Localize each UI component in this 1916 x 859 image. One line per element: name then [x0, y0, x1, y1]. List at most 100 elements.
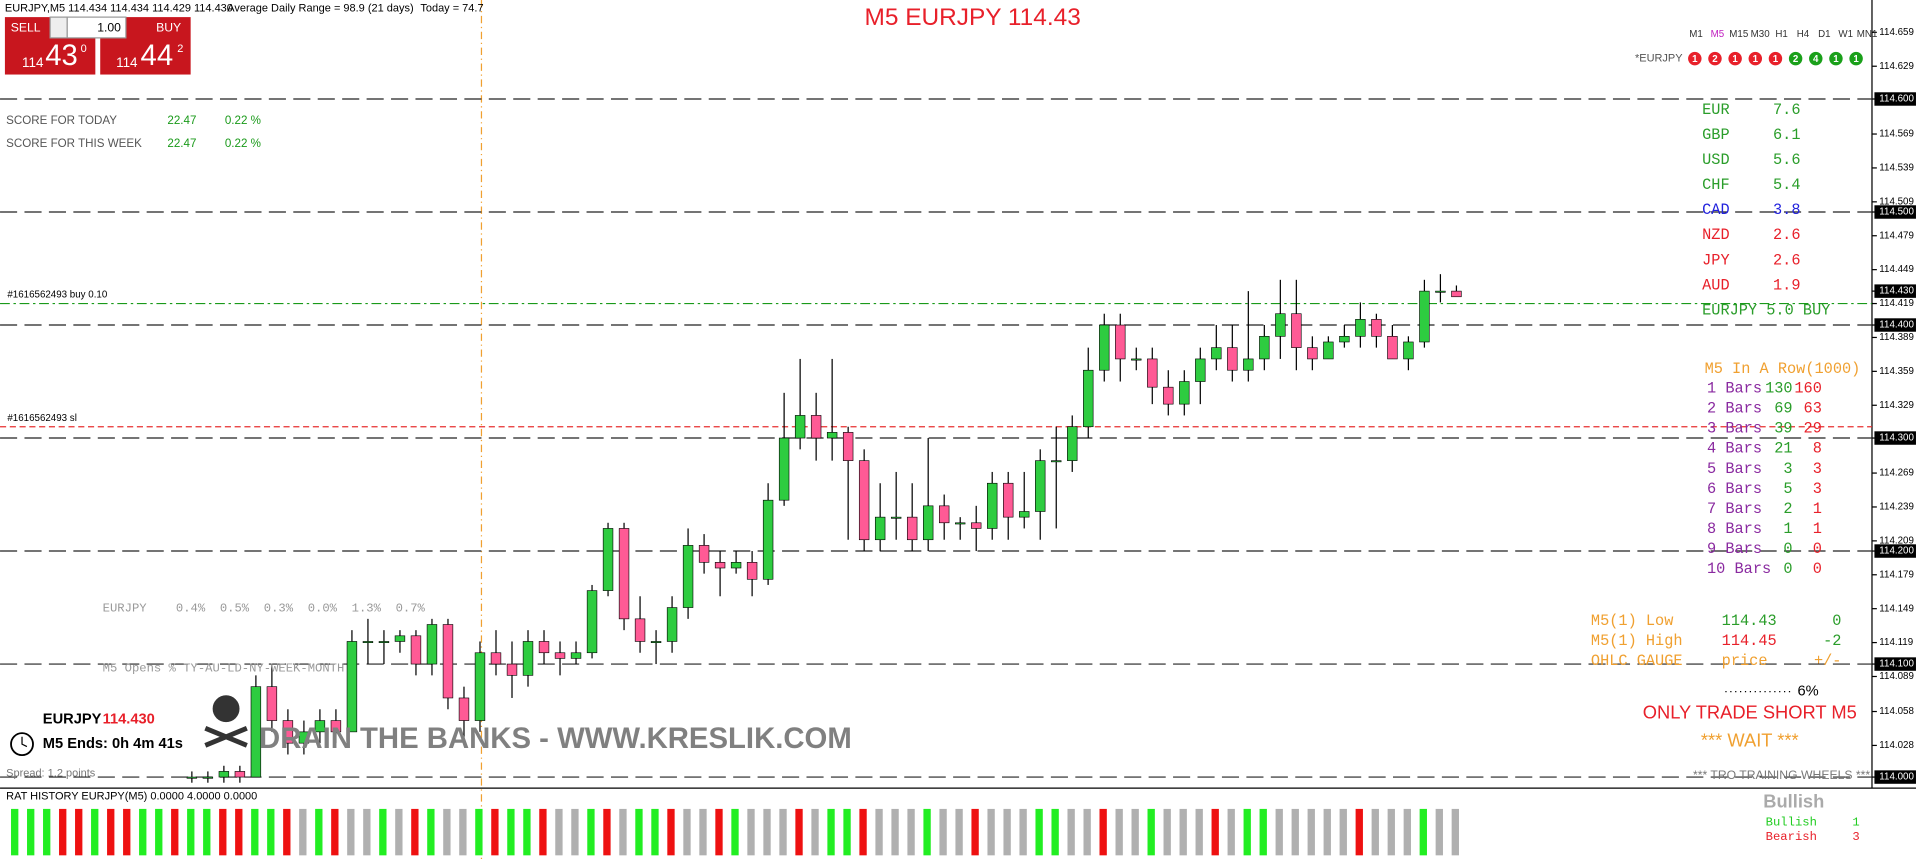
- strength-name: CHF: [1702, 176, 1729, 194]
- y-tick-label: 114.629: [1879, 61, 1914, 72]
- rat-bar: [1147, 808, 1155, 856]
- rat-bar: [1195, 808, 1203, 856]
- row-cell: 0: [1783, 540, 1792, 558]
- strength-name: CAD: [1702, 201, 1729, 219]
- candle-body: [202, 776, 214, 779]
- candle-body: [1147, 358, 1158, 388]
- lot-input[interactable]: [66, 16, 127, 39]
- score-cell: 0.22 %: [225, 114, 261, 127]
- candle-body: [1259, 336, 1270, 360]
- y-tick-label: 114.209: [1879, 535, 1914, 546]
- strength-name: EUR: [1702, 101, 1729, 119]
- candle-body: [490, 652, 502, 665]
- spread: Spread: 1.2 points: [6, 767, 96, 779]
- candle-body: [1131, 358, 1142, 361]
- row-cell: 2 Bars: [1707, 400, 1762, 418]
- y-tick-label: 114.500: [1879, 207, 1914, 218]
- tf-signal: [1728, 51, 1742, 66]
- row-cell: 1: [1783, 520, 1792, 538]
- lots[interactable]: 1.00: [97, 20, 121, 34]
- row-cell: 5 Bars: [1707, 460, 1762, 478]
- y-tick-label: 114.000: [1879, 772, 1914, 783]
- buy-label[interactable]: BUY: [156, 20, 181, 34]
- score-cell: SCORE FOR TODAY: [6, 114, 117, 127]
- row-cell: 8: [1813, 440, 1822, 458]
- candle-body: [698, 545, 710, 563]
- rat-bar: [491, 808, 499, 856]
- tf-signal: [1849, 51, 1863, 66]
- rat-bar: [331, 808, 339, 856]
- candle-body: [426, 624, 438, 665]
- rat-bar: [443, 808, 451, 856]
- gauge-cell: 114.43: [1722, 612, 1777, 630]
- tf-label: MN1: [1857, 29, 1878, 40]
- rat-bar: [219, 808, 227, 856]
- rat-bar: [731, 808, 739, 856]
- y-tick-label: 114.449: [1879, 264, 1914, 275]
- y-tick-label: 114.400: [1879, 320, 1914, 331]
- rat-title: RAT HISTORY EURJPY(M5) 0.0000 4.0000 0.0…: [6, 791, 257, 803]
- candle-body: [746, 562, 758, 580]
- candle-body: [218, 771, 230, 778]
- candle-body: [1003, 482, 1014, 518]
- chart-title: M5 EURJPY 114.43: [865, 4, 1081, 31]
- buy-frac: 2: [177, 43, 183, 55]
- row-title: M5 In A Row(1000): [1705, 360, 1861, 378]
- row-cell: 0: [1783, 560, 1792, 578]
- adr: Average Daily Range = 98.9 (21 days): [227, 2, 413, 14]
- candle-body: [378, 641, 390, 643]
- tf-signal-label: 2: [1712, 54, 1718, 65]
- rat-bar: [1259, 808, 1267, 856]
- rat-bar: [907, 808, 915, 856]
- strength-value: 3.8: [1773, 201, 1800, 219]
- candle-body: [554, 652, 566, 659]
- gauge-cell: M5(1) Low: [1591, 612, 1673, 630]
- tf-signal: [1688, 51, 1702, 66]
- rat-bar: [875, 808, 883, 856]
- rat-bar: [555, 808, 563, 856]
- score-cell: SCORE FOR THIS WEEK: [6, 137, 142, 150]
- candle-body: [1051, 460, 1062, 463]
- gauge-cell: price: [1722, 652, 1768, 670]
- tick-box: [1874, 205, 1916, 219]
- strength-value: 7.6: [1773, 101, 1800, 119]
- gauge-cell: OHLC GAUGE: [1591, 652, 1683, 670]
- rat-bar: [811, 808, 819, 856]
- rat-bar: [619, 808, 627, 856]
- y-tick-label: 114.659: [1879, 27, 1914, 38]
- candle-body: [314, 720, 326, 733]
- strength-name: AUD: [1702, 276, 1729, 294]
- y-tick-label: 114.359: [1879, 366, 1914, 377]
- sell-frac: 0: [81, 43, 87, 55]
- candle-body: [650, 641, 662, 643]
- candle-body: [1291, 313, 1302, 348]
- row-cell: 130: [1765, 380, 1792, 398]
- sell-big: 114: [22, 55, 44, 70]
- candle-body: [1211, 347, 1222, 360]
- lot-down[interactable]: [49, 16, 68, 39]
- y-tick-label: 114.100: [1879, 659, 1914, 670]
- rat-bar: [1019, 808, 1027, 856]
- rat-bar: [747, 808, 755, 856]
- row-cell: 6 Bars: [1707, 480, 1762, 498]
- rat-bar: [91, 808, 99, 856]
- tf-symbol: *EURJPY: [1635, 53, 1683, 65]
- rat-bar: [267, 808, 275, 856]
- candle-body: [362, 641, 374, 643]
- rat-bar: [603, 808, 611, 856]
- sell-label[interactable]: SELL: [11, 20, 41, 34]
- rat-bar: [1419, 808, 1427, 856]
- row-cell: 10 Bars: [1707, 560, 1771, 578]
- sell-pips: 43: [45, 39, 78, 72]
- row-cell: 63: [1804, 400, 1822, 418]
- candle-body: [330, 720, 342, 733]
- row-cell: 2: [1783, 500, 1792, 518]
- rat-bar: [667, 808, 675, 856]
- y-tick-label: 114.430: [1879, 286, 1914, 297]
- candle-body: [1435, 290, 1446, 293]
- y-tick-label: 114.269: [1879, 468, 1914, 479]
- row-cell: 21: [1774, 440, 1792, 458]
- tf-signal: [1809, 51, 1823, 66]
- candle-body: [570, 652, 582, 659]
